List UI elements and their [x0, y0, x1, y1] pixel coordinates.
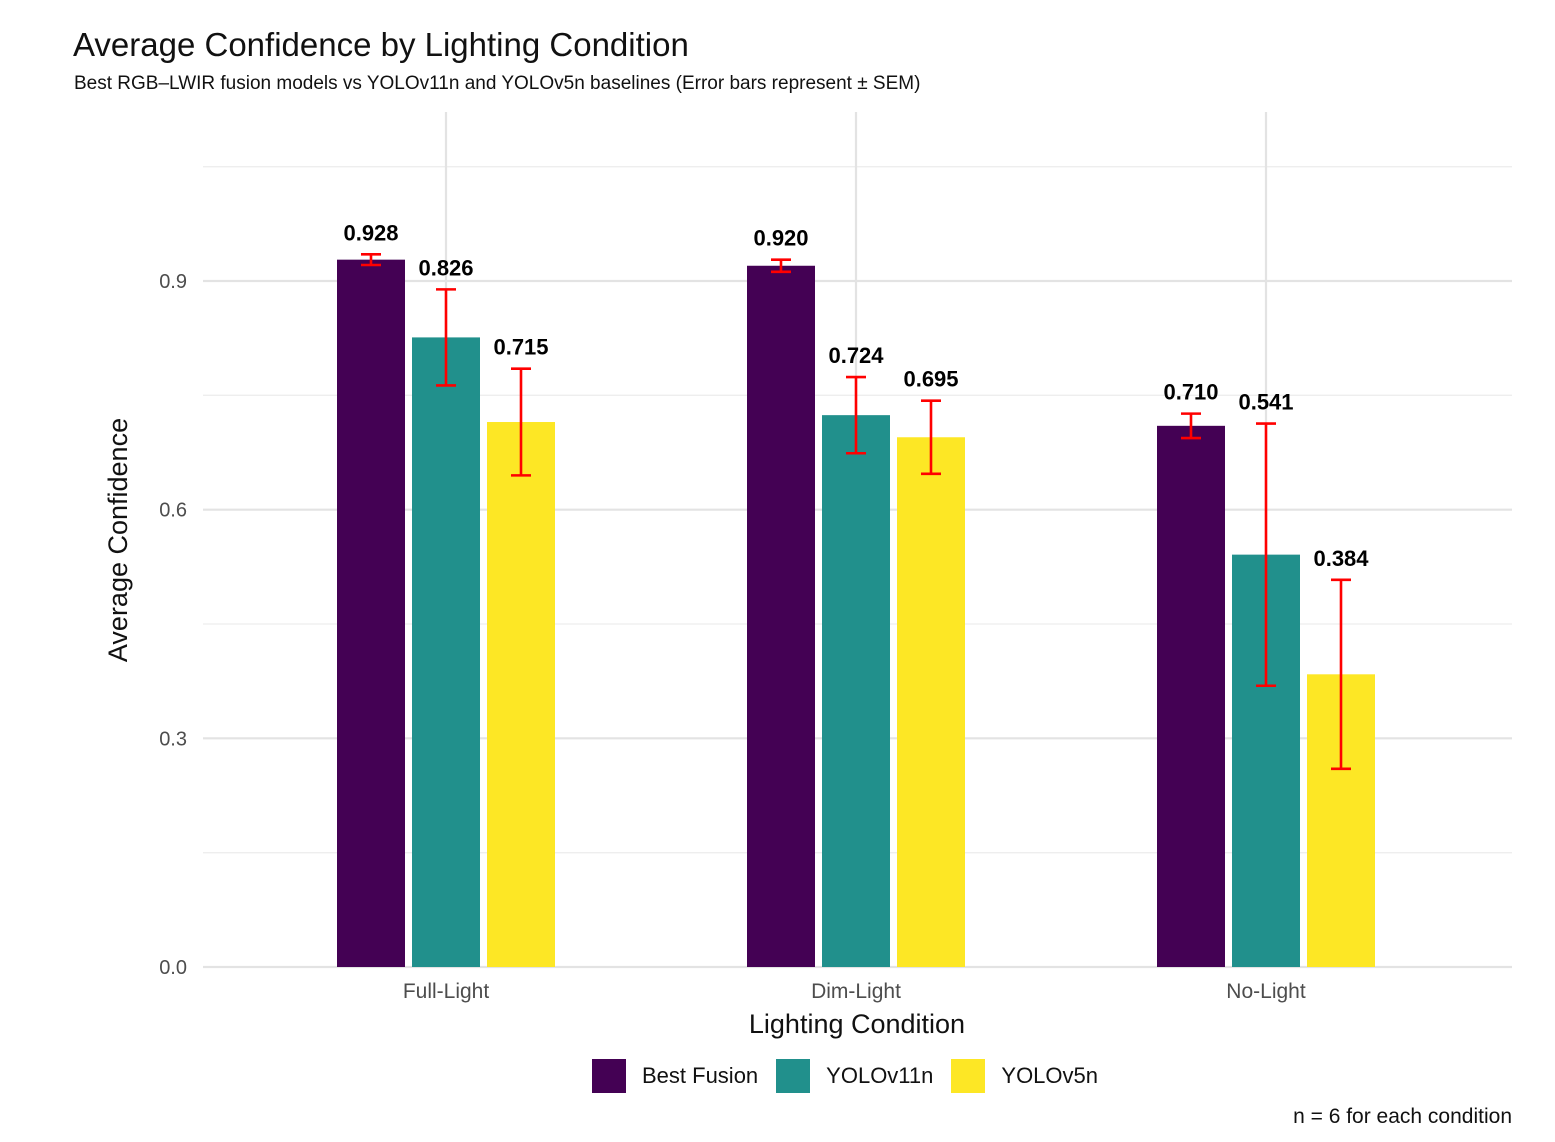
data-label-yolov11n-dim-light: 0.724: [828, 343, 884, 368]
bar-yolov5n-dim-light: [897, 437, 965, 967]
legend-swatch-yolov5n: [951, 1059, 986, 1093]
bar-yolov11n-full-light: [412, 337, 480, 968]
chart-subtitle: Best RGB–LWIR fusion models vs YOLOv11n …: [74, 73, 921, 94]
legend-label-yolov5n: YOLOv5n: [1001, 1063, 1098, 1088]
y-tick-label: 0.0: [159, 957, 187, 979]
x-tick-label-no-light: No-Light: [1226, 980, 1306, 1003]
x-tick-label-dim-light: Dim-Light: [811, 980, 901, 1003]
data-label-yolov5n-dim-light: 0.695: [903, 367, 958, 392]
chart-caption: n = 6 for each condition: [1293, 1105, 1512, 1128]
x-axis-title: Lighting Condition: [749, 1009, 965, 1039]
bar-yolov11n-dim-light: [822, 415, 890, 967]
data-label-best-fusion-dim-light: 0.920: [753, 226, 808, 251]
legend-label-yolov11n: YOLOv11n: [826, 1063, 934, 1088]
legend: Best Fusion YOLOv11n YOLOv5n: [592, 1058, 1116, 1094]
y-tick-label: 0.9: [159, 271, 187, 293]
data-label-yolov5n-no-light: 0.384: [1313, 546, 1369, 571]
y-tick-label: 0.3: [159, 728, 187, 750]
legend-item-best-fusion: Best Fusion: [592, 1059, 758, 1093]
y-axis-title: Average Confidence: [103, 418, 133, 662]
bar-yolov5n-full-light: [487, 422, 555, 967]
bar-best-fusion-no-light: [1157, 425, 1225, 967]
legend-item-yolov5n: YOLOv5n: [951, 1059, 1098, 1093]
data-label-yolov5n-full-light: 0.715: [493, 335, 548, 360]
chart-title: Average Confidence by Lighting Condition: [73, 26, 689, 63]
x-tick-label-full-light: Full-Light: [403, 980, 490, 1003]
bar-best-fusion-dim-light: [747, 265, 815, 967]
legend-item-yolov11n: YOLOv11n: [776, 1059, 933, 1093]
data-label-yolov11n-full-light: 0.826: [418, 255, 473, 280]
legend-swatch-yolov11n: [776, 1059, 811, 1093]
data-label-best-fusion-no-light: 0.710: [1163, 380, 1218, 405]
legend-label-best-fusion: Best Fusion: [642, 1063, 759, 1088]
bar-best-fusion-full-light: [337, 259, 405, 967]
y-tick-label: 0.6: [159, 500, 187, 522]
legend-swatch-best-fusion: [592, 1059, 626, 1093]
data-label-best-fusion-full-light: 0.928: [343, 220, 398, 245]
data-label-yolov11n-no-light: 0.541: [1238, 390, 1293, 415]
